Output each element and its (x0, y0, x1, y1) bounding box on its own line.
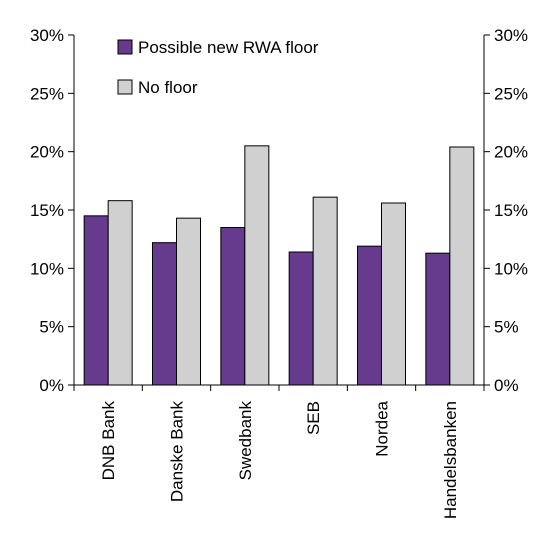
bar-no-floor-dnb-bank (107, 200, 133, 386)
bar-rwa-floor-seb (288, 251, 314, 386)
bar-no-floor-swedbank (244, 145, 270, 386)
bar-no-floor-seb (312, 196, 338, 386)
bar-no-floor-danske-bank (176, 217, 201, 386)
bar-no-floor-handelsbanken (449, 146, 475, 386)
bar-rwa-floor-dnb-bank (83, 215, 109, 386)
bar-rwa-floor-handelsbanken (425, 252, 451, 386)
y-tick-label-right: 10% (494, 259, 528, 278)
x-category-label: Danske Bank (168, 401, 187, 503)
y-tick-label-left: 25% (30, 84, 64, 103)
x-category-label: DNB Bank (99, 401, 118, 481)
y-tick-label-left: 20% (30, 143, 64, 162)
y-tick-label-right: 30% (494, 26, 528, 45)
bar-rwa-floor-danske-bank (152, 242, 177, 386)
bar-rwa-floor-swedbank (220, 227, 246, 386)
y-tick-label-right: 0% (494, 376, 519, 395)
bars-layer (83, 145, 475, 386)
y-tick-label-left: 10% (30, 259, 64, 278)
x-category-label: Swedbank (236, 401, 255, 481)
y-tick-label-right: 20% (494, 143, 528, 162)
y-tick-label-right: 15% (494, 201, 528, 220)
y-tick-label-left: 15% (30, 201, 64, 220)
y-tick-label-left: 5% (39, 318, 64, 337)
legend-swatch (117, 39, 133, 55)
legend-label: Possible new RWA floor (138, 38, 319, 57)
bar-no-floor-nordea (381, 202, 406, 386)
legend-label: No floor (138, 78, 198, 97)
y-tick-label-left: 0% (39, 376, 64, 395)
y-tick-label-right: 5% (494, 318, 519, 337)
legend-swatch (117, 79, 133, 95)
legend: Possible new RWA floor No floor (117, 38, 319, 97)
x-category-label: SEB (304, 401, 323, 435)
y-tick-label-left: 30% (30, 26, 64, 45)
x-category-label: Handelsbanken (441, 401, 460, 519)
x-category-label: Nordea (373, 400, 392, 456)
y-tick-label-right: 25% (494, 84, 528, 103)
bar-rwa-floor-nordea (357, 245, 382, 386)
axes-layer: 0% 0% 5% 5% 10% 10% 15% 15% 20% 20% 25% 25% 30% 30% DN… (30, 26, 528, 519)
